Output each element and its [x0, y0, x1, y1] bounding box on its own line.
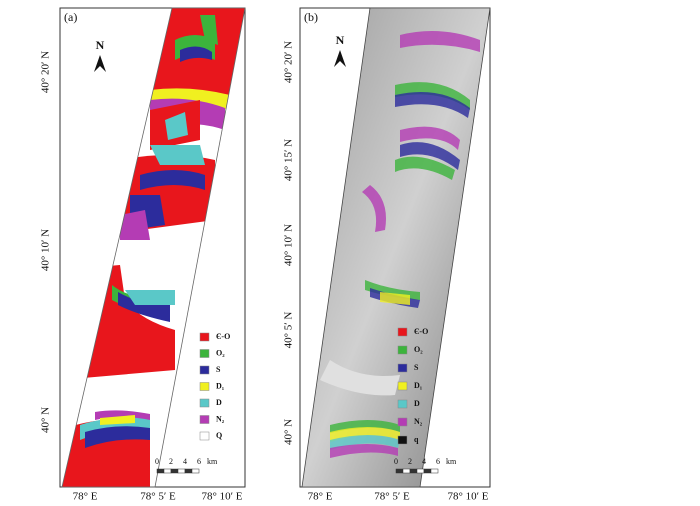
legend-swatch [199, 398, 210, 408]
legend-swatch [397, 417, 408, 427]
legend-swatch [397, 399, 408, 409]
scale-bar [416, 468, 425, 474]
scale-unit: km [446, 457, 457, 466]
legend-label: D [216, 398, 222, 407]
scale-bar [156, 468, 165, 474]
x-label: 78° E [73, 491, 98, 503]
panel-label: (b) [304, 10, 318, 24]
legend-label: O₂ [216, 348, 225, 357]
north-arrow [334, 50, 346, 67]
legend-swatch [199, 382, 210, 391]
scale-bar [184, 468, 193, 474]
legend-label: S [414, 363, 419, 372]
scale-bar [430, 468, 439, 474]
y-label: 40° 20′ N [40, 51, 52, 93]
legend-label: O₂ [414, 345, 423, 354]
legend-swatch [397, 327, 408, 337]
legend-label: D₁ [414, 381, 423, 390]
legend-swatch [397, 345, 408, 355]
legend-swatch [397, 381, 408, 391]
legend-swatch [199, 332, 210, 342]
legend-label: D [414, 399, 420, 408]
legend-swatch [199, 431, 210, 441]
y-label: 40° 10′ N [40, 229, 52, 271]
y-label: 40° 20′ N [283, 41, 295, 83]
legend-swatch [199, 365, 210, 375]
y-label: 40° 15′ N [283, 139, 295, 181]
north-label: N [336, 33, 345, 47]
legend-swatch [397, 363, 408, 373]
legend-label: q [414, 435, 419, 444]
scale-bar [170, 468, 179, 474]
x-label: 78° 5′ E [374, 491, 410, 503]
scale-tick: 2 [408, 457, 412, 466]
panel-b [299, 7, 491, 488]
scale-tick: 4 [422, 457, 426, 466]
legend-label: N₂ [414, 417, 423, 426]
legend-label: Є-O [414, 327, 428, 336]
y-label: 40° 10′ N [283, 224, 295, 266]
scale-tick: 0 [155, 457, 159, 466]
scale-bar [402, 468, 411, 474]
legend-label: Є-O [216, 332, 230, 341]
scale-tick: 6 [436, 457, 440, 466]
legend-label: Q [216, 431, 222, 440]
y-label: 40° 5′ N [283, 312, 295, 349]
north-label: N [96, 38, 105, 52]
scale-bar [409, 468, 418, 474]
scale-unit: km [207, 457, 218, 466]
map-a [62, 8, 245, 487]
y-label: 40° N [40, 407, 52, 433]
scale-tick: 2 [169, 457, 173, 466]
legend-label: S [216, 365, 221, 374]
panel-a [59, 7, 246, 488]
legend-label: D₁ [216, 381, 225, 390]
scale-tick: 0 [394, 457, 398, 466]
x-label: 78° 5′ E [140, 491, 176, 503]
scale-bar [395, 468, 404, 474]
legend-swatch [199, 415, 210, 424]
scale-tick: 6 [197, 457, 201, 466]
scale-bar [191, 468, 200, 474]
y-label: 40° N [283, 419, 295, 445]
scale-bar [177, 468, 186, 474]
scale-bar [423, 468, 432, 474]
scale-bar [163, 468, 172, 474]
panel-label: (a) [64, 10, 77, 24]
x-label: 78° E [308, 491, 333, 503]
legend-swatch [397, 435, 408, 445]
scale-tick: 4 [183, 457, 187, 466]
x-label: 78° 10′ E [447, 491, 488, 503]
x-label: 78° 10′ E [201, 491, 242, 503]
legend-swatch [199, 349, 210, 358]
north-arrow [94, 55, 106, 72]
legend-label: N₂ [216, 414, 225, 423]
